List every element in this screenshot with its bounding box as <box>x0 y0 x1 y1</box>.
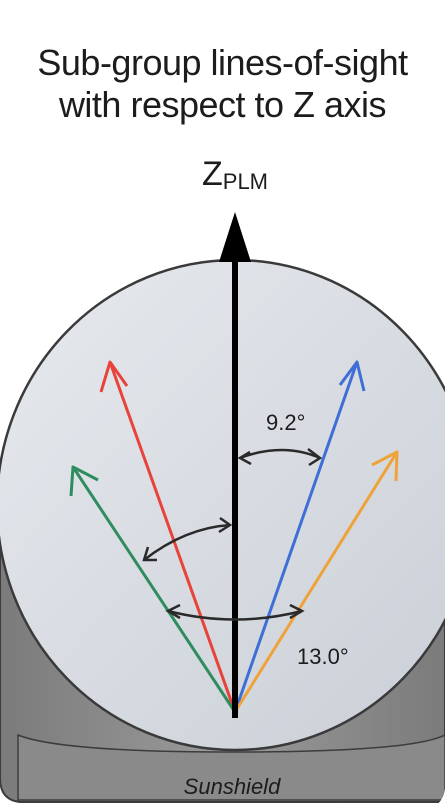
angle-arc-outer-arrow-left <box>165 603 181 620</box>
orange-line-of-sight <box>233 451 399 713</box>
red-arrowhead <box>99 360 129 393</box>
angle-arc-red-arrow-right <box>218 516 233 534</box>
angle-arc-outer <box>167 609 303 621</box>
figure-title: Sub-group lines-of-sight with respect to… <box>0 42 445 126</box>
red-line-of-sight <box>108 361 237 713</box>
sunshield-label: Sunshield <box>184 774 281 799</box>
green-arrowhead <box>69 465 99 497</box>
lines-of-sight <box>69 360 399 713</box>
title-line-2: with respect to Z axis <box>58 84 387 125</box>
angle-arc-inner <box>239 448 321 460</box>
angle-arc-outer-arrow-right <box>289 603 305 620</box>
title-line-1: Sub-group lines-of-sight <box>37 42 408 83</box>
z-axis-label-main: Z <box>201 155 223 193</box>
angle-arc-red <box>143 523 231 561</box>
orange-arrowhead <box>371 450 399 482</box>
sunshield-base <box>17 733 445 801</box>
angle-arc-inner-arrow-left <box>237 450 252 466</box>
z-axis-label-subscript: PLM <box>222 169 269 194</box>
blue-arrowhead <box>338 360 366 392</box>
angle-label-inner: 9.2° <box>266 410 305 435</box>
green-line-of-sight <box>71 466 237 713</box>
angle-arc-inner-arrow-right <box>307 448 323 467</box>
blue-line-of-sight <box>233 361 359 713</box>
angle-arc-red-arrow-left <box>142 546 157 562</box>
z-axis-label: ZPLM <box>0 155 445 194</box>
angle-label-outer: 13.0° <box>297 644 349 669</box>
z-axis-arrowhead <box>219 212 251 262</box>
